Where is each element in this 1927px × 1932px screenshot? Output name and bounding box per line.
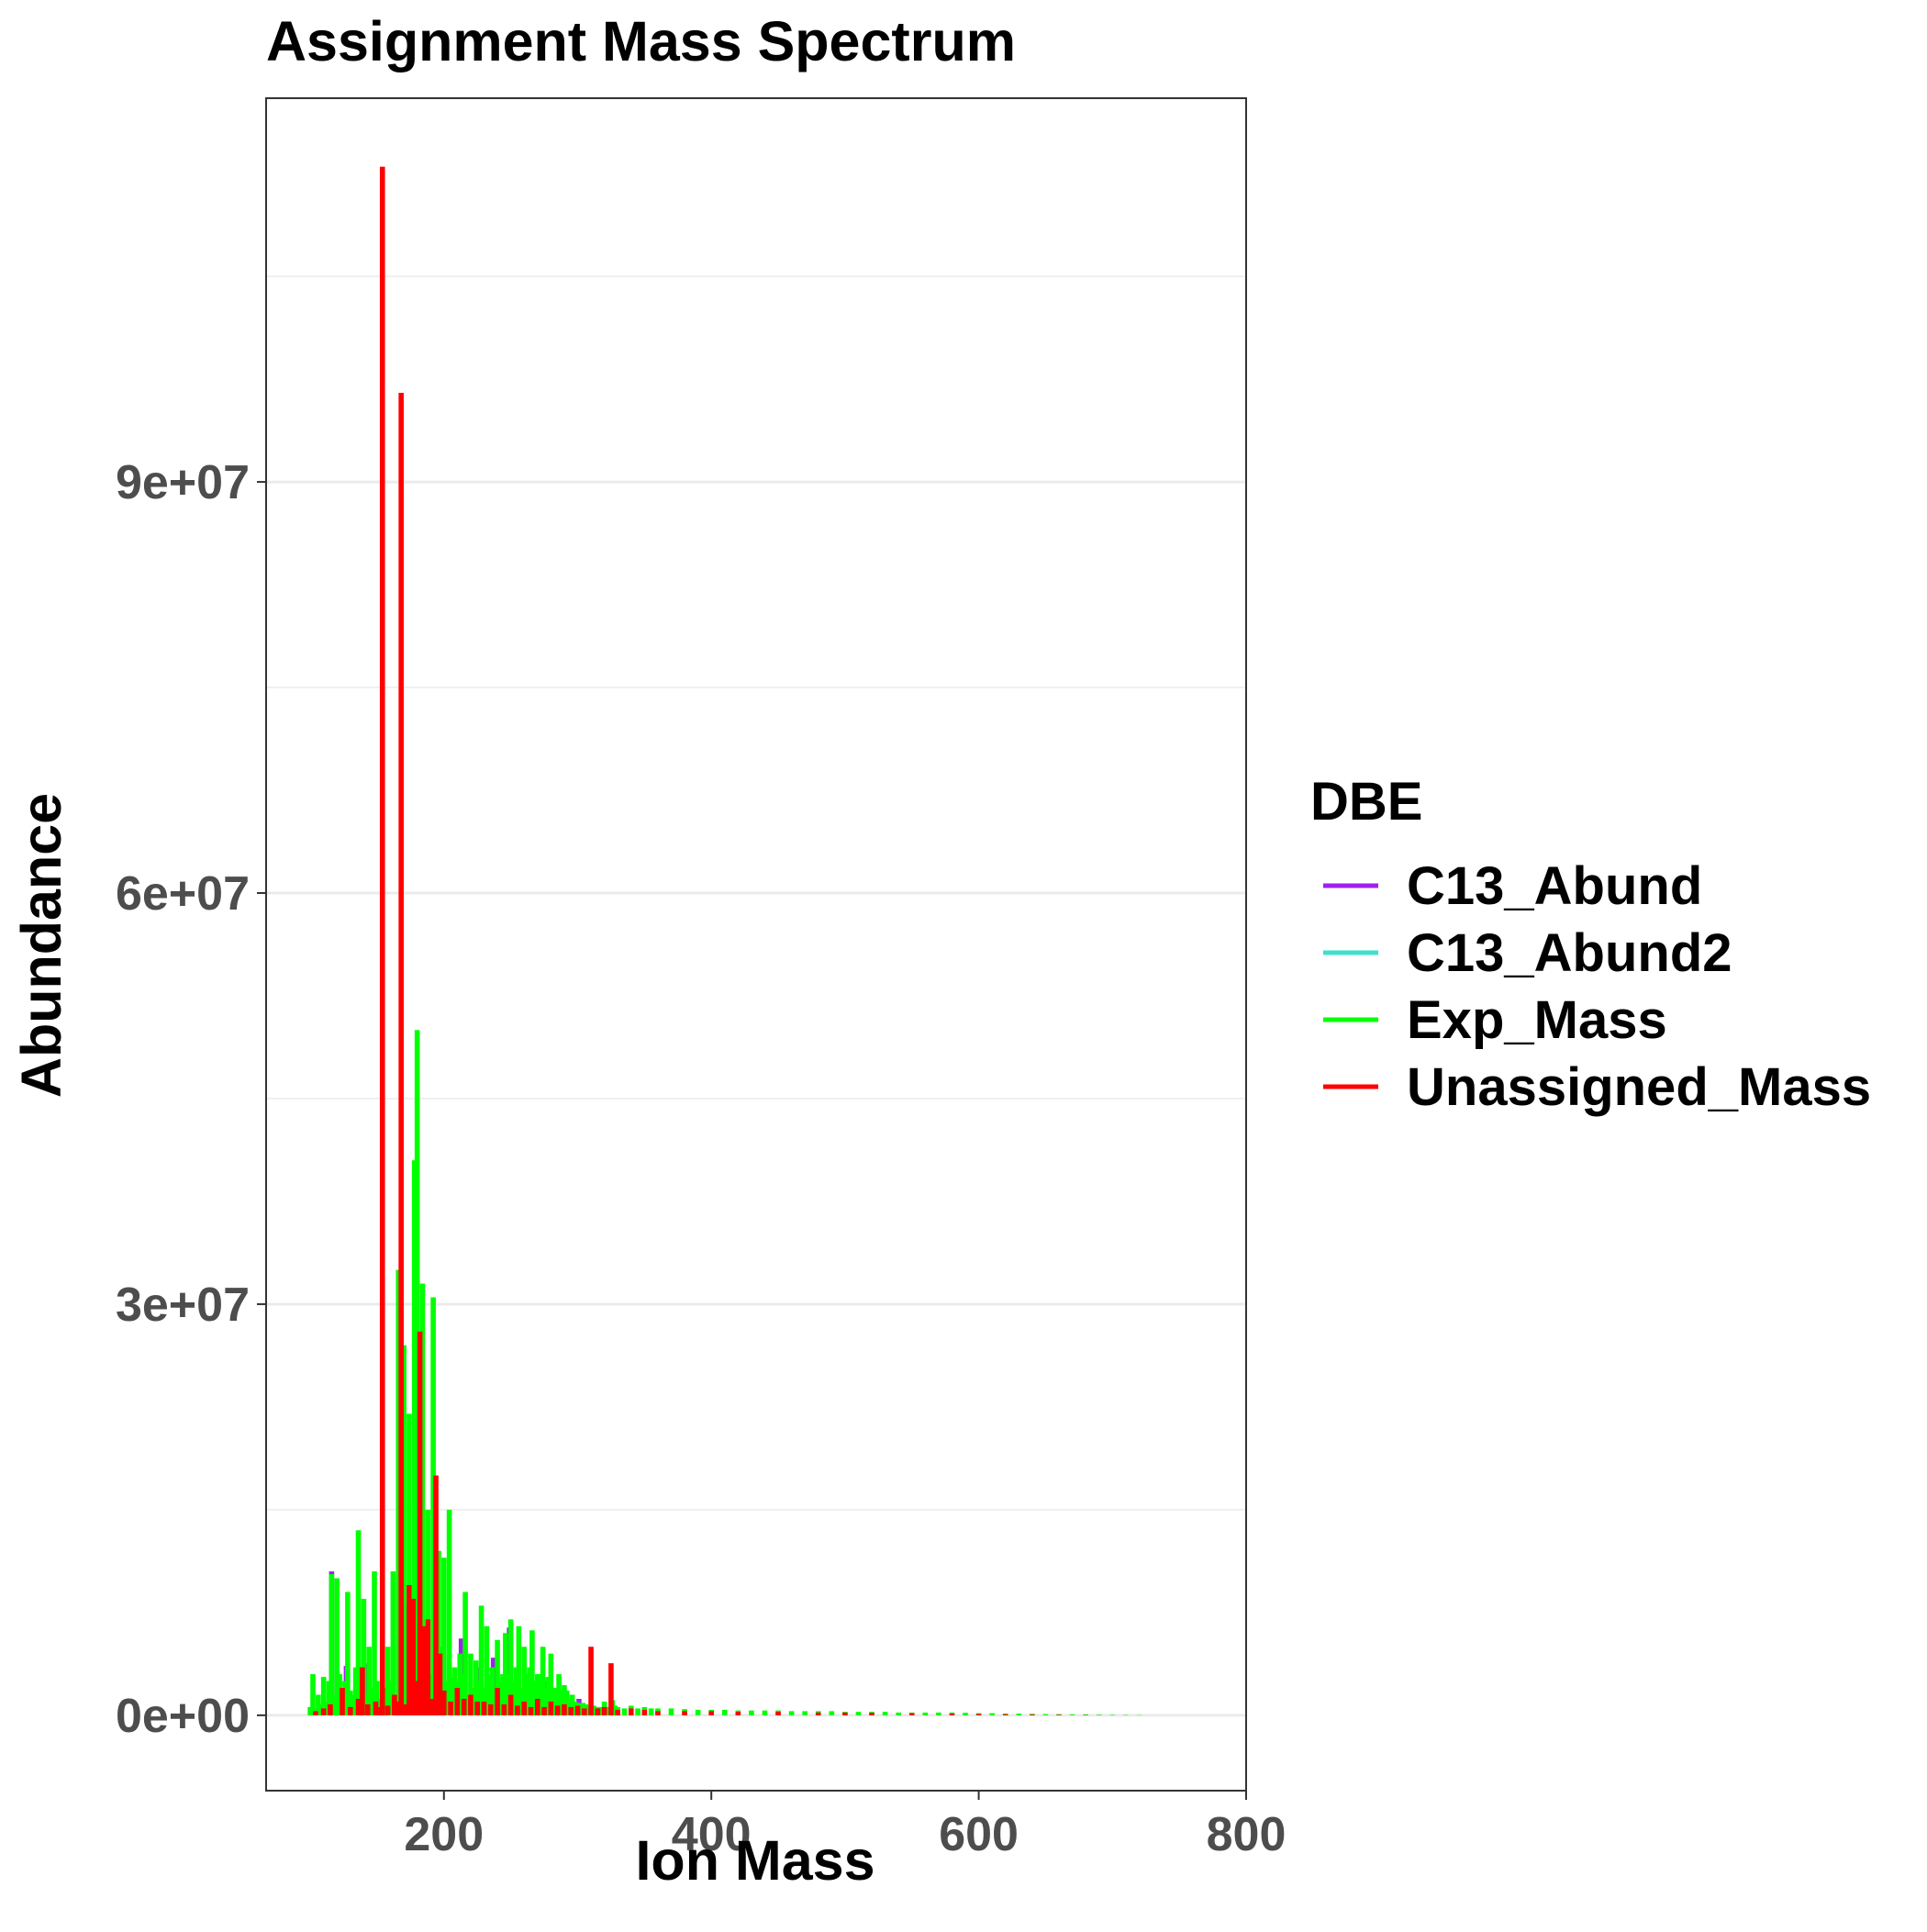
bar <box>328 1704 333 1715</box>
bar <box>896 1713 901 1715</box>
legend-label: C13_Abund <box>1407 856 1702 916</box>
bar <box>468 1694 473 1714</box>
bar <box>736 1712 741 1715</box>
bar <box>622 1708 628 1714</box>
bar <box>1043 1714 1049 1715</box>
bar <box>596 1708 601 1714</box>
bar <box>391 1571 396 1715</box>
bar <box>602 1707 607 1715</box>
bar <box>802 1711 808 1714</box>
bar <box>842 1713 848 1715</box>
bar <box>455 1688 461 1715</box>
bar <box>963 1713 968 1715</box>
bar <box>649 1708 654 1714</box>
chart-title: Assignment Mass Spectrum <box>266 10 1016 73</box>
bar <box>348 1707 353 1715</box>
bar <box>549 1702 554 1715</box>
bar <box>380 167 385 1715</box>
bar <box>398 393 404 1715</box>
y-axis-title: Abundance <box>10 793 72 1098</box>
bar <box>1097 1714 1102 1715</box>
bar <box>923 1713 929 1715</box>
bar <box>775 1712 781 1715</box>
bar <box>1056 1714 1062 1715</box>
legend-label: Unassigned_Mass <box>1407 1057 1871 1117</box>
bar <box>582 1708 587 1714</box>
bar <box>535 1699 540 1715</box>
bar <box>1109 1714 1115 1715</box>
bar <box>474 1702 480 1715</box>
bar <box>763 1711 768 1715</box>
bar <box>1003 1714 1008 1715</box>
bar <box>655 1711 661 1714</box>
x-tick-label: 800 <box>1207 1808 1287 1861</box>
bar <box>708 1711 714 1714</box>
bar <box>495 1688 500 1715</box>
bar <box>385 1705 391 1714</box>
bar <box>1030 1714 1035 1715</box>
y-tick-label: 9e+07 <box>116 456 250 509</box>
bar <box>669 1708 674 1714</box>
bar <box>629 1708 634 1714</box>
bar <box>883 1712 888 1715</box>
bar <box>365 1704 371 1715</box>
y-tick-label: 0e+00 <box>116 1690 250 1743</box>
bar <box>502 1704 507 1715</box>
bar <box>448 1702 453 1715</box>
bar <box>462 1699 467 1715</box>
bar <box>869 1713 874 1715</box>
bar <box>313 1711 318 1714</box>
legend-label: C13_Abund2 <box>1407 923 1732 983</box>
bar <box>441 1691 447 1715</box>
bar <box>321 1708 327 1714</box>
legend-label: Exp_Mass <box>1407 990 1667 1050</box>
bar <box>830 1711 835 1714</box>
bar <box>749 1711 754 1715</box>
bar <box>340 1688 345 1715</box>
bar <box>568 1707 574 1715</box>
bar <box>950 1714 955 1715</box>
y-tick-label: 3e+07 <box>116 1279 250 1332</box>
bar <box>541 1707 547 1715</box>
bar <box>1017 1714 1022 1715</box>
bar <box>989 1714 995 1715</box>
bar <box>1070 1714 1075 1715</box>
bar <box>682 1711 687 1714</box>
bar <box>360 1668 365 1715</box>
legend-title: DBE <box>1310 772 1422 832</box>
bar <box>856 1712 862 1715</box>
bar <box>696 1710 701 1715</box>
bar <box>909 1714 915 1715</box>
bar <box>515 1705 520 1714</box>
bar <box>555 1705 561 1714</box>
bar <box>936 1713 941 1715</box>
x-tick-label: 200 <box>404 1808 484 1861</box>
bar <box>508 1694 514 1714</box>
bar <box>722 1710 728 1715</box>
bar <box>635 1708 640 1714</box>
bar <box>608 1663 614 1715</box>
x-tick-label: 600 <box>939 1808 1019 1861</box>
bar <box>521 1702 527 1715</box>
bar <box>615 1710 620 1715</box>
bar <box>562 1704 567 1715</box>
x-axis-title: Ion Mass <box>635 1829 874 1892</box>
bar <box>482 1702 487 1715</box>
y-tick-label: 6e+07 <box>116 867 250 921</box>
bar <box>642 1710 648 1715</box>
bar <box>588 1647 594 1715</box>
bar <box>816 1713 821 1715</box>
bar <box>488 1704 494 1715</box>
bar <box>529 1707 534 1715</box>
bar <box>575 1705 581 1714</box>
bar <box>789 1711 795 1714</box>
bar <box>329 1574 335 1715</box>
